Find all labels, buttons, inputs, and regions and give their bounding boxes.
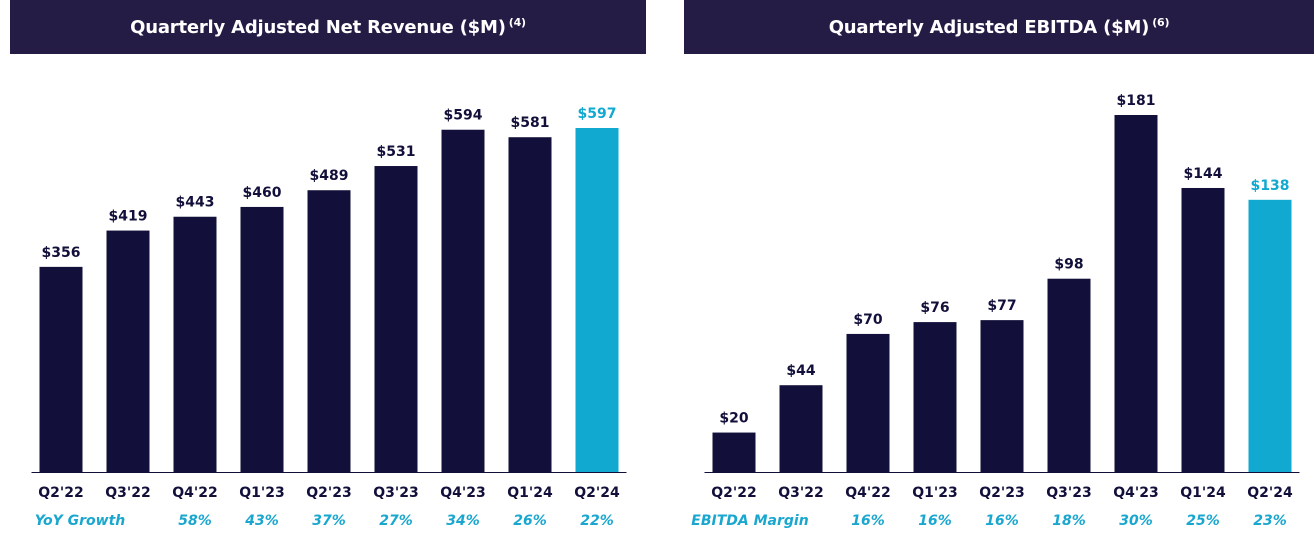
ebitda-value-label: $76 bbox=[920, 300, 949, 316]
ebitda-value-label: $144 bbox=[1184, 166, 1223, 182]
revenue-metric-value: 27% bbox=[379, 513, 413, 529]
revenue-value-label: $489 bbox=[310, 168, 349, 184]
revenue-metric-value: 34% bbox=[446, 513, 480, 529]
ebitda-category-label: Q4'22 bbox=[845, 485, 890, 501]
revenue-category-label: Q4'22 bbox=[172, 485, 217, 501]
revenue-bar bbox=[441, 129, 485, 472]
ebitda-bar bbox=[1181, 187, 1225, 472]
ebitda-bar bbox=[1114, 115, 1158, 472]
ebitda-chart-footnote: (6) bbox=[1152, 15, 1170, 29]
ebitda-chart-title: Quarterly Adjusted EBITDA ($M) bbox=[828, 16, 1150, 38]
revenue-metric-row-label: YoY Growth bbox=[35, 513, 126, 529]
revenue-value-label: $419 bbox=[109, 209, 148, 225]
revenue-chart-header: Quarterly Adjusted Net Revenue ($M) (4) bbox=[10, 0, 646, 54]
ebitda-metric-value: 16% bbox=[851, 513, 885, 529]
ebitda-metric-value: 18% bbox=[1052, 513, 1086, 529]
revenue-value-label: $531 bbox=[377, 144, 416, 160]
revenue-category-label: Q2'23 bbox=[306, 485, 351, 501]
ebitda-category-label: Q4'23 bbox=[1113, 485, 1158, 501]
revenue-value-label: $594 bbox=[444, 108, 483, 124]
ebitda-value-label: $44 bbox=[786, 363, 815, 379]
revenue-bar bbox=[39, 266, 83, 472]
revenue-metric-value: 43% bbox=[244, 513, 279, 529]
revenue-category-label: Q1'23 bbox=[239, 485, 284, 501]
revenue-metric-value: 37% bbox=[312, 513, 346, 529]
revenue-bar bbox=[106, 230, 150, 472]
ebitda-bar bbox=[846, 333, 890, 472]
ebitda-bar bbox=[1248, 199, 1292, 473]
ebitda-metric-value: 25% bbox=[1186, 513, 1220, 529]
ebitda-metric-row-label: EBITDA Margin bbox=[691, 513, 808, 529]
revenue-panel: Quarterly Adjusted Net Revenue ($M) (4) … bbox=[10, 0, 646, 544]
ebitda-bar bbox=[913, 322, 957, 472]
ebitda-category-label: Q1'24 bbox=[1180, 485, 1226, 501]
revenue-bar bbox=[307, 190, 351, 473]
revenue-category-label: Q1'24 bbox=[507, 485, 553, 501]
ebitda-metric-value: 23% bbox=[1253, 513, 1287, 529]
revenue-category-label: Q4'23 bbox=[440, 485, 485, 501]
revenue-bar bbox=[508, 137, 552, 473]
ebitda-category-label: Q2'23 bbox=[979, 485, 1024, 501]
ebitda-value-label: $181 bbox=[1117, 93, 1156, 109]
revenue-bar bbox=[374, 166, 418, 472]
revenue-value-label: $460 bbox=[243, 185, 282, 201]
revenue-metric-value: 58% bbox=[178, 513, 212, 529]
revenue-value-label: $581 bbox=[511, 115, 550, 131]
ebitda-value-label: $98 bbox=[1054, 257, 1083, 273]
ebitda-bar bbox=[779, 385, 823, 472]
revenue-chart-title: Quarterly Adjusted Net Revenue ($M) bbox=[130, 16, 506, 38]
revenue-bar bbox=[240, 206, 284, 472]
revenue-value-label: $443 bbox=[176, 195, 215, 211]
revenue-category-label: Q3'23 bbox=[373, 485, 418, 501]
ebitda-category-label: Q1'23 bbox=[912, 485, 957, 501]
revenue-metric-value: 26% bbox=[513, 513, 547, 529]
ebitda-chart-header: Quarterly Adjusted EBITDA ($M) (6) bbox=[684, 0, 1314, 54]
ebitda-value-label: $77 bbox=[987, 298, 1016, 314]
revenue-value-label: $356 bbox=[42, 245, 81, 261]
revenue-bar-chart: $356 Q2'22 $419 Q3'22 $443 Q4'22 58% $460 Q1'23 4… bbox=[31, 106, 627, 529]
ebitda-bar bbox=[712, 432, 756, 472]
ebitda-metric-value: 16% bbox=[985, 513, 1019, 529]
ebitda-metric-value: 30% bbox=[1119, 513, 1153, 529]
ebitda-category-label: Q2'24 bbox=[1247, 485, 1293, 501]
ebitda-bar bbox=[980, 320, 1024, 472]
revenue-category-label: Q2'22 bbox=[38, 485, 83, 501]
ebitda-value-label: $138 bbox=[1251, 178, 1290, 194]
revenue-category-label: Q3'22 bbox=[105, 485, 150, 501]
ebitda-panel: Quarterly Adjusted EBITDA ($M) (6) $20 Q2… bbox=[684, 0, 1314, 544]
ebitda-category-label: Q3'22 bbox=[778, 485, 823, 501]
ebitda-metric-value: 16% bbox=[918, 513, 952, 529]
ebitda-category-label: Q2'22 bbox=[711, 485, 756, 501]
revenue-bar bbox=[173, 216, 217, 472]
ebitda-category-label: Q3'23 bbox=[1046, 485, 1091, 501]
revenue-chart-footnote: (4) bbox=[508, 15, 526, 29]
revenue-metric-value: 22% bbox=[580, 513, 614, 529]
ebitda-value-label: $20 bbox=[719, 411, 748, 427]
revenue-bar bbox=[575, 128, 619, 472]
ebitda-bar-chart: $20 Q2'22 $44 Q3'22 $70 Q4'22 16% $76 Q1'23 16% $7… bbox=[691, 93, 1300, 529]
ebitda-value-label: $70 bbox=[853, 312, 882, 328]
revenue-category-label: Q2'24 bbox=[574, 485, 620, 501]
ebitda-bar bbox=[1047, 278, 1091, 472]
revenue-value-label: $597 bbox=[578, 106, 617, 122]
